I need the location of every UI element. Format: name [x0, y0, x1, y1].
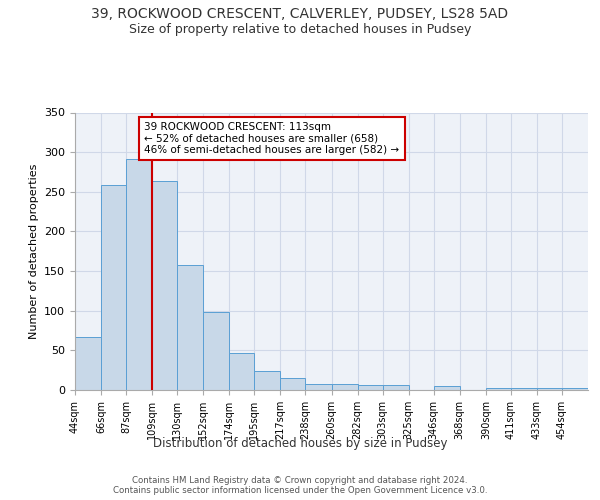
Text: Size of property relative to detached houses in Pudsey: Size of property relative to detached ho… — [129, 22, 471, 36]
Bar — [75, 337, 101, 390]
Bar — [537, 388, 562, 390]
Bar — [101, 184, 126, 390]
Bar — [383, 385, 409, 390]
Bar — [280, 378, 305, 390]
Bar — [358, 385, 383, 390]
Bar — [254, 371, 280, 390]
Text: Contains HM Land Registry data © Crown copyright and database right 2024.
Contai: Contains HM Land Registry data © Crown c… — [113, 476, 487, 495]
Bar — [126, 160, 152, 390]
Text: 39 ROCKWOOD CRESCENT: 113sqm
← 52% of detached houses are smaller (658)
46% of s: 39 ROCKWOOD CRESCENT: 113sqm ← 52% of de… — [145, 122, 400, 155]
Text: 39, ROCKWOOD CRESCENT, CALVERLEY, PUDSEY, LS28 5AD: 39, ROCKWOOD CRESCENT, CALVERLEY, PUDSEY… — [91, 8, 509, 22]
Bar — [203, 312, 229, 390]
Bar — [177, 264, 203, 390]
Bar — [152, 182, 177, 390]
Text: Distribution of detached houses by size in Pudsey: Distribution of detached houses by size … — [153, 438, 447, 450]
Bar — [486, 388, 511, 390]
Y-axis label: Number of detached properties: Number of detached properties — [29, 164, 38, 339]
Bar — [305, 384, 331, 390]
Bar — [229, 352, 254, 390]
Bar — [434, 386, 460, 390]
Bar — [562, 388, 588, 390]
Bar — [331, 384, 358, 390]
Bar — [511, 388, 537, 390]
